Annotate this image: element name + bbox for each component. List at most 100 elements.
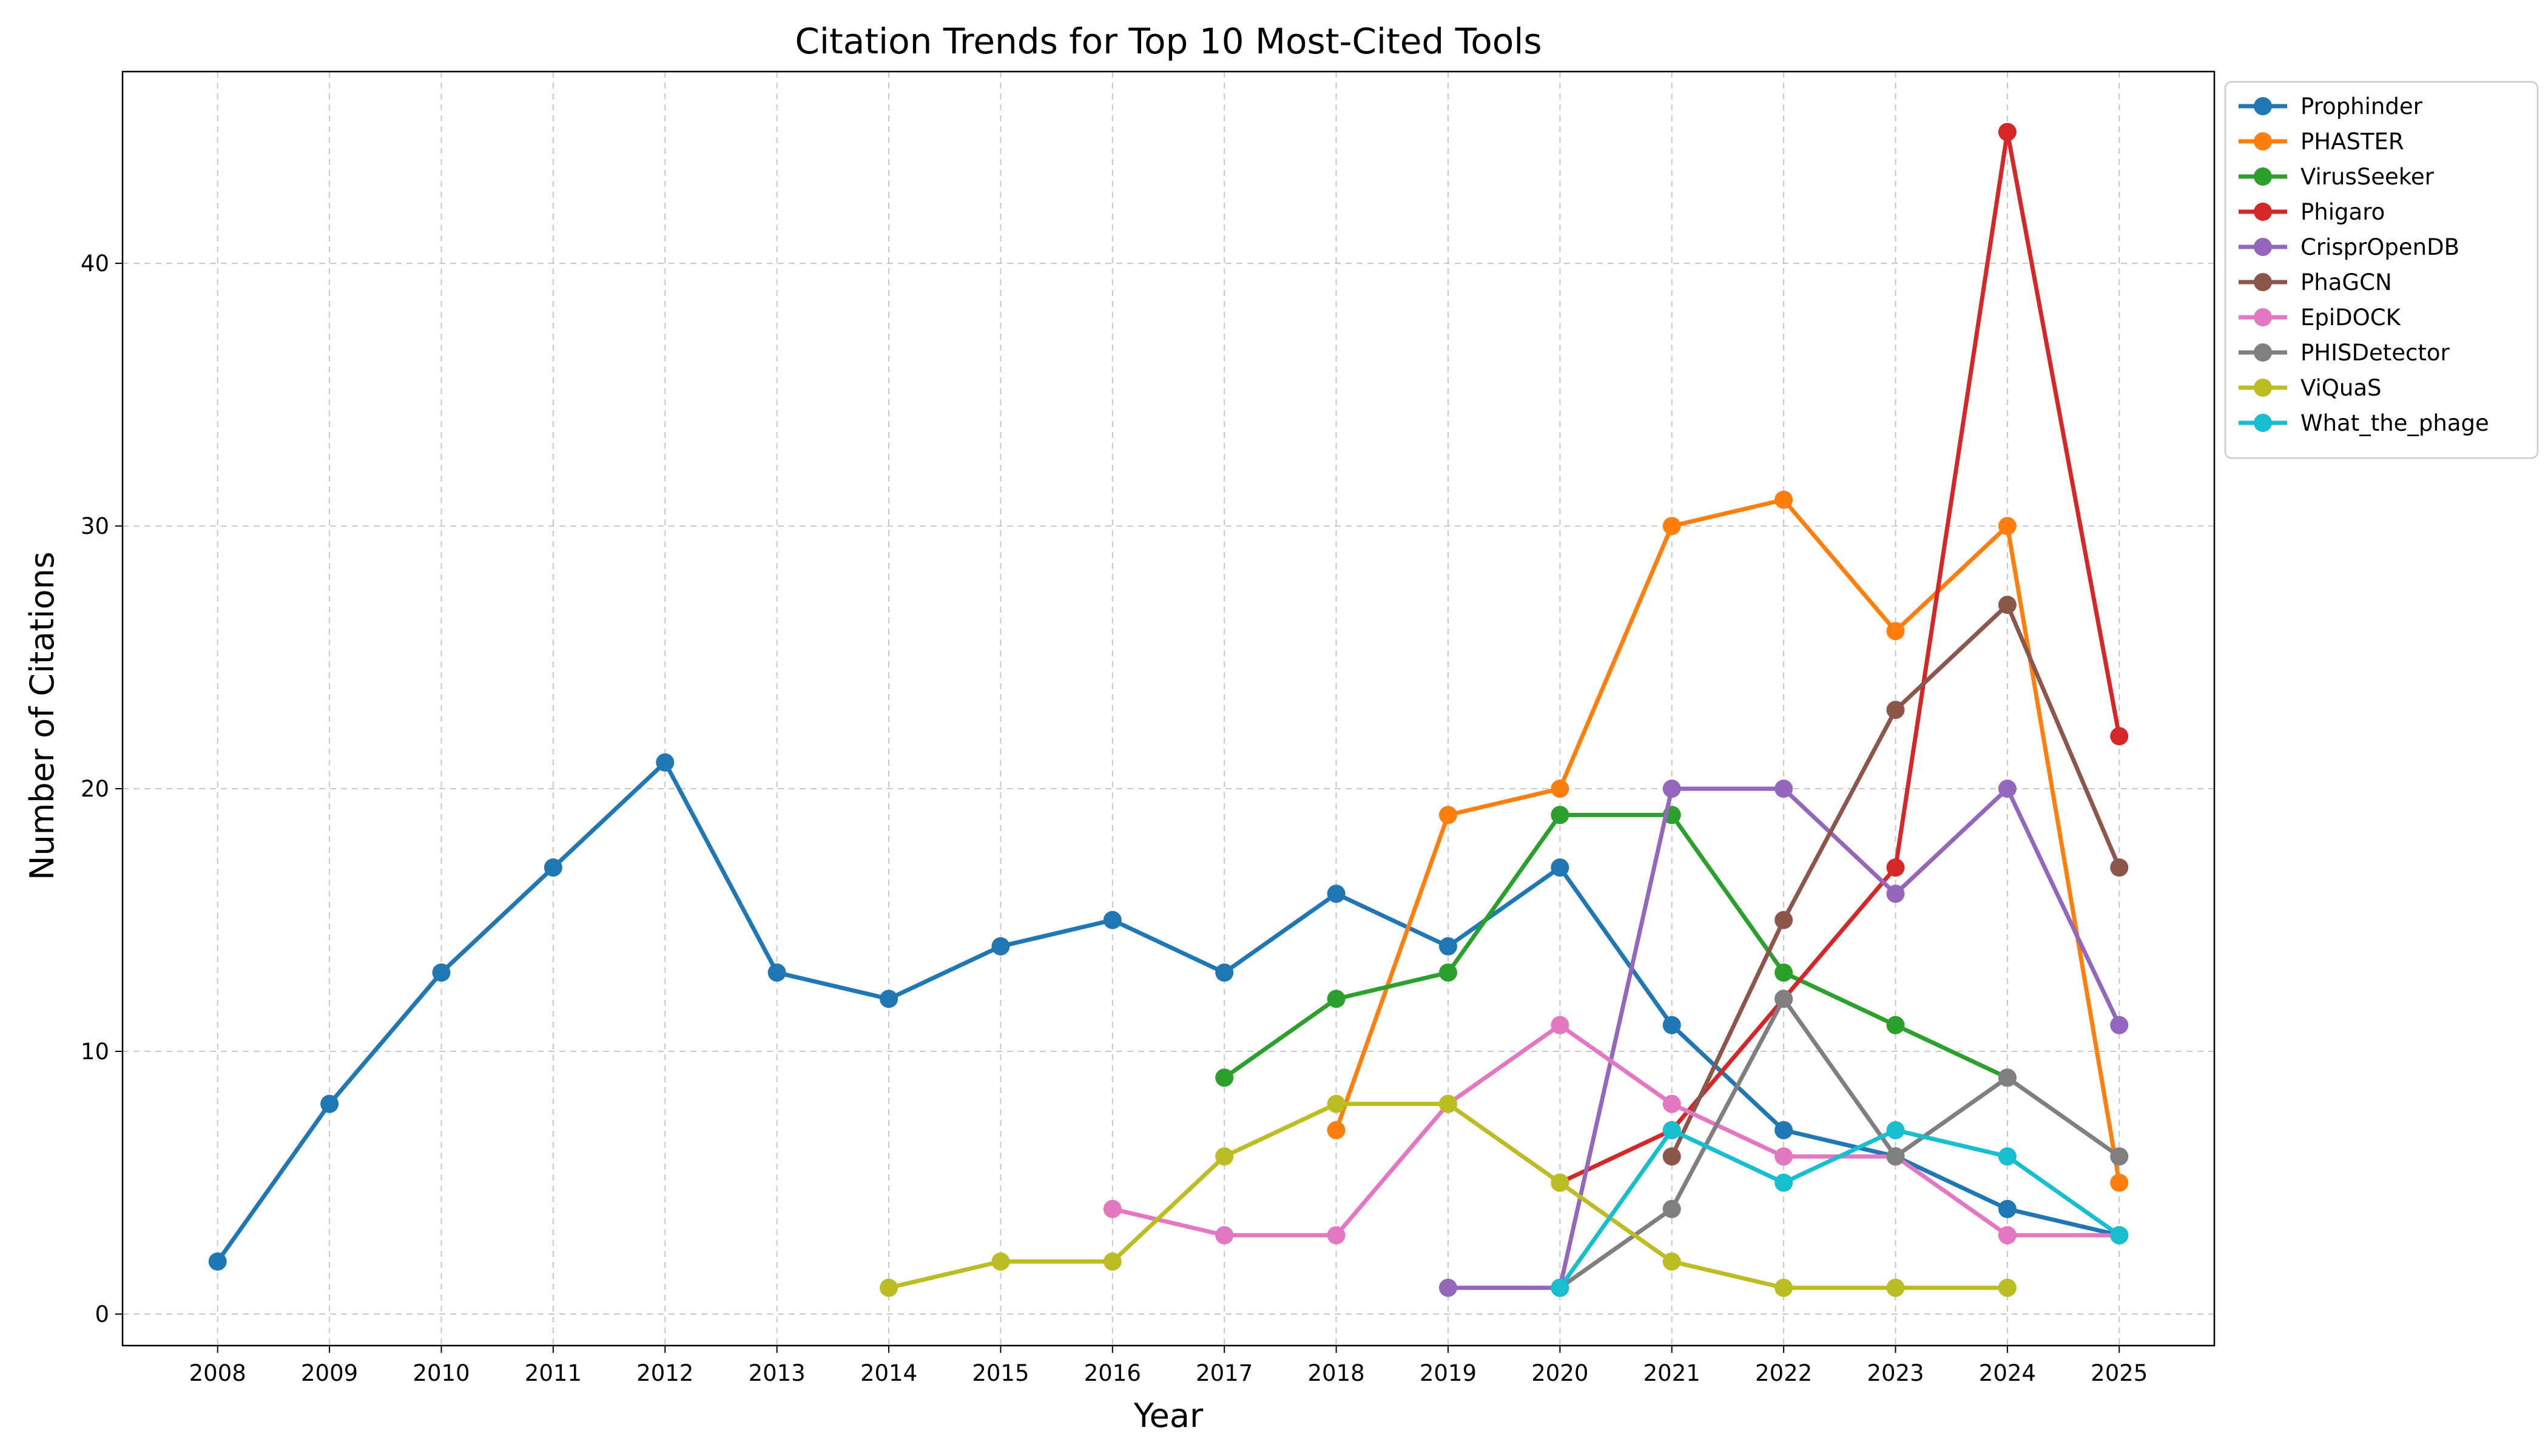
legend-label: What_the_phage — [2300, 410, 2489, 436]
data-point — [1774, 1278, 1793, 1297]
data-point — [1438, 1094, 1457, 1113]
series-lines — [208, 123, 2129, 1297]
legend-label: CrisprOpenDB — [2300, 234, 2459, 260]
x-axis-label: Year — [1133, 1397, 1204, 1435]
legend-item: PhaGCN — [2239, 269, 2392, 295]
data-point — [1551, 1173, 1569, 1192]
y-axis-label: Number of Citations — [23, 551, 61, 880]
x-tick-label: 2011 — [525, 1360, 582, 1386]
data-point — [2110, 858, 2129, 877]
series-what-the-phage — [1551, 1121, 2129, 1297]
data-point — [991, 1252, 1010, 1271]
x-tick-label: 2020 — [1531, 1360, 1588, 1386]
x-tick-label: 2023 — [1867, 1360, 1924, 1386]
legend-marker — [2254, 97, 2272, 115]
legend-label: PHISDetector — [2300, 340, 2450, 366]
legend-item: PHASTER — [2239, 129, 2404, 155]
data-point — [767, 963, 786, 982]
legend-item: PHISDetector — [2239, 340, 2450, 366]
legend-item: Prophinder — [2239, 93, 2423, 120]
series-phaster — [1327, 490, 2129, 1192]
data-point — [1327, 989, 1346, 1008]
data-point — [1215, 1068, 1234, 1087]
series-line — [1222, 812, 2010, 1080]
data-point — [656, 753, 675, 772]
data-point — [1327, 1121, 1346, 1139]
legend-marker — [2254, 203, 2272, 221]
legend-marker — [2254, 414, 2272, 432]
data-point — [1551, 1278, 1569, 1297]
data-point — [1551, 1016, 1569, 1034]
legend-label: Phigaro — [2300, 199, 2385, 225]
data-point — [1662, 1147, 1681, 1166]
data-point — [1998, 1199, 2017, 1218]
data-point — [1215, 1226, 1234, 1245]
data-point — [1774, 1173, 1793, 1192]
x-tick-label: 2009 — [301, 1360, 358, 1386]
chart-title: Citation Trends for Top 10 Most-Cited To… — [795, 21, 1542, 62]
data-point — [1998, 1068, 2017, 1087]
data-point — [1998, 780, 2017, 798]
legend-box — [2224, 81, 2539, 459]
legend-label: VirusSeeker — [2300, 164, 2435, 190]
series-line — [1557, 1128, 2122, 1290]
data-point — [1886, 701, 1905, 720]
legend-item: Phigaro — [2239, 199, 2385, 225]
data-point — [1662, 1121, 1681, 1139]
data-point — [1886, 1278, 1905, 1297]
data-point — [1662, 1252, 1681, 1271]
data-point — [1998, 1147, 2017, 1166]
legend-item: ViQuaS — [2239, 375, 2382, 401]
legend: Prophinder PHASTER VirusSeeker Phigaro Crisp… — [2224, 81, 2539, 459]
data-point — [1551, 858, 1569, 877]
data-point — [1998, 595, 2017, 614]
data-point — [1886, 858, 1905, 877]
data-point — [1215, 1147, 1234, 1166]
x-tick-label: 2008 — [189, 1360, 246, 1386]
legend-item: CrisprOpenDB — [2239, 234, 2459, 260]
data-point — [1998, 517, 2017, 536]
legend-item: EpiDOCK — [2239, 305, 2402, 331]
y-tick-label: 10 — [81, 1039, 109, 1065]
legend-marker — [2254, 167, 2272, 186]
x-tick-label: 2021 — [1643, 1360, 1700, 1386]
data-point — [1662, 1016, 1681, 1034]
data-point — [1662, 517, 1681, 536]
legend-marker — [2254, 308, 2272, 326]
x-tick-label: 2014 — [860, 1360, 917, 1386]
x-tick-label: 2025 — [2091, 1360, 2148, 1386]
legend-marker — [2254, 132, 2272, 150]
data-point — [1215, 963, 1234, 982]
legend-item: VirusSeeker — [2239, 164, 2435, 190]
data-point — [320, 1094, 339, 1113]
series-phisdetector — [1551, 989, 2129, 1297]
data-point — [2110, 1147, 2129, 1166]
data-point — [1551, 780, 1569, 798]
y-tick-label: 30 — [81, 513, 109, 539]
y-tick-label: 40 — [81, 251, 109, 277]
data-point — [1438, 963, 1457, 982]
plot-frame — [121, 70, 2216, 1347]
data-point — [1774, 989, 1793, 1008]
data-point — [1438, 806, 1457, 824]
data-point — [2110, 1173, 2129, 1192]
legend-marker — [2254, 238, 2272, 256]
data-point — [1998, 123, 2017, 141]
series-line — [215, 760, 2122, 1264]
y-tick-label: 0 — [95, 1301, 109, 1327]
data-point — [1998, 1226, 2017, 1245]
data-point — [2110, 1226, 2129, 1245]
x-tick-label: 2019 — [1420, 1360, 1477, 1386]
x-tick-label: 2015 — [972, 1360, 1029, 1386]
data-point — [1886, 1016, 1905, 1034]
data-point — [1886, 1121, 1905, 1139]
legend-item: What_the_phage — [2239, 410, 2489, 436]
series-line — [1557, 997, 2122, 1290]
data-point — [1103, 1199, 1122, 1218]
data-point — [1103, 911, 1122, 929]
data-point — [1886, 1147, 1905, 1166]
x-tick-label: 2022 — [1755, 1360, 1812, 1386]
y-tick-label: 20 — [81, 776, 109, 802]
